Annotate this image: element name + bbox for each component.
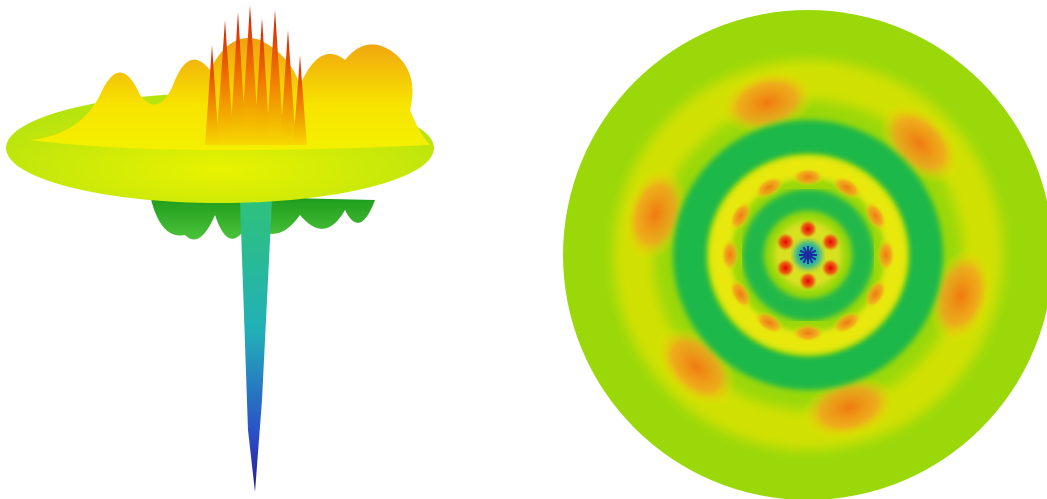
- orange-blob: [929, 248, 993, 343]
- inner-orange-blob: [721, 239, 739, 271]
- red-spike: [254, 18, 270, 145]
- inner-orange-blob: [729, 279, 752, 309]
- inner-orange-blob: [864, 279, 887, 309]
- red-spike: [241, 5, 259, 145]
- top-view: [563, 10, 1047, 499]
- surface-plot: [6, 5, 434, 492]
- inner-orange-blob: [754, 311, 784, 334]
- red-spike: [216, 20, 234, 145]
- red-spike: [266, 10, 284, 145]
- red-spikes: [205, 5, 307, 145]
- inner-orange-blob: [792, 324, 824, 342]
- red-spike: [280, 30, 296, 145]
- orange-blob: [720, 70, 815, 134]
- center-star: [799, 249, 817, 261]
- ring-pattern: [613, 60, 1003, 450]
- inner-orange-blob: [864, 201, 887, 231]
- red-spike: [293, 55, 307, 145]
- red-dot: [776, 259, 795, 277]
- inner-orange-blob: [729, 201, 752, 231]
- inner-orange-blob: [877, 239, 895, 271]
- yellow-halo: [613, 60, 1003, 450]
- orange-blob: [623, 167, 687, 262]
- red-dot: [776, 233, 795, 251]
- red-spike: [230, 12, 246, 145]
- red-dot: [799, 220, 817, 238]
- red-dot: [821, 259, 840, 277]
- inner-orange-blob: [832, 176, 862, 199]
- inner-orange-blob: [832, 311, 862, 334]
- inner-orange-blob: [754, 176, 784, 199]
- red-dot: [821, 233, 840, 251]
- red-dot: [799, 272, 817, 290]
- yellow-ring: [709, 156, 907, 354]
- inner-orange-blob: [792, 168, 824, 186]
- red-spike: [205, 45, 219, 145]
- orange-blob: [801, 376, 896, 440]
- green-ring: [673, 120, 943, 390]
- central-spike: [240, 200, 272, 492]
- inner-green-ring: [742, 189, 874, 321]
